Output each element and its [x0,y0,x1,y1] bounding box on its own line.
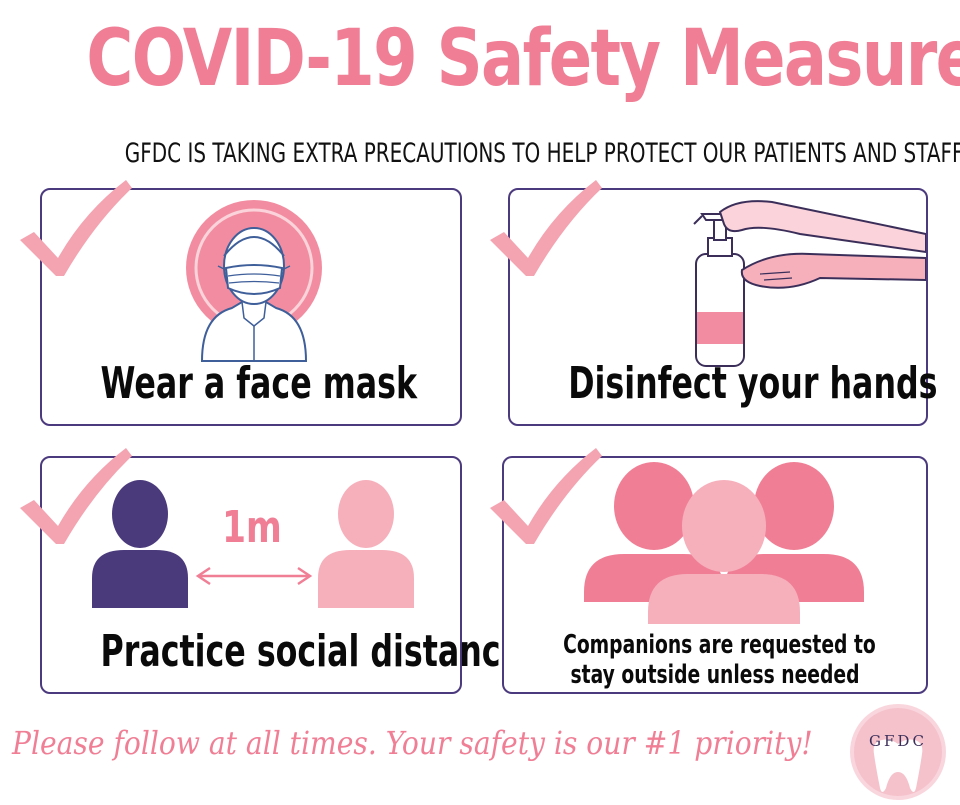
checkmark-icon [490,180,602,276]
measure-card-hand-sanitizer: Disinfect your hands [508,188,938,426]
page-subtitle: GFDC IS TAKING EXTRA PRECAUTIONS TO HELP… [124,138,960,169]
measure-label: Disinfect your hands [568,358,938,409]
measure-card-social-distancing: 1m Practice social distancing [40,456,557,694]
footer-note: Please follow at all times. Your safety … [12,724,813,762]
checkmark-icon [490,448,602,544]
checkmark-icon [20,180,132,276]
face-mask-icon [186,200,322,362]
hand-sanitizer-icon [693,200,926,367]
checkmark-icon [20,448,132,544]
measure-card-face-mask: Wear a face mask [40,188,462,426]
group-people-icon [584,462,864,624]
social-distancing-icon [92,480,414,608]
measure-label: Practice social distancing [100,626,557,677]
page-title: COVID-19 Safety Measures [86,14,960,104]
gfdc-logo: GFDC [848,702,948,802]
logo-text: GFDC [869,732,927,750]
measure-card-companions: Companions are requested to stay outside… [502,456,928,694]
measure-label: Wear a face mask [100,358,418,409]
measure-label-line2: stay outside unless needed [570,660,860,690]
distance-label: 1m [222,502,282,553]
measure-label-line1: Companions are requested to [563,630,876,660]
